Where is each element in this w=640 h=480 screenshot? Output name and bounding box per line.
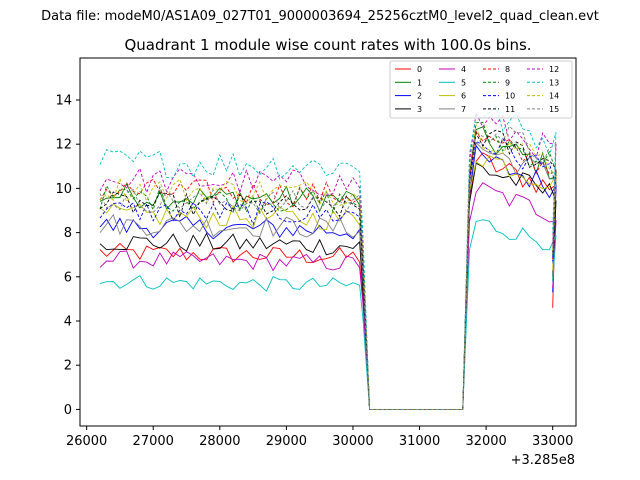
y-tick-label: 6 <box>64 270 72 285</box>
x-tick-label: 27000 <box>133 434 174 449</box>
y-tick-label: 14 <box>55 93 72 108</box>
chart-title: Quadrant 1 module wise count rates with … <box>124 36 531 54</box>
y-tick-label: 2 <box>64 359 72 374</box>
series-layer <box>99 105 557 410</box>
plot-frame <box>79 57 577 427</box>
series-line-4 <box>99 182 557 410</box>
series-line-3 <box>99 162 557 410</box>
x-tick-label: 30000 <box>332 434 373 449</box>
series-line-7 <box>99 141 557 410</box>
series-line-1 <box>99 126 557 410</box>
x-tick-label: 32000 <box>465 434 506 449</box>
legend-label-6: 6 <box>461 92 466 101</box>
figure-suptitle: Data file: modeM0/AS1A09_027T01_90000036… <box>41 9 599 24</box>
y-tick-label: 10 <box>55 182 72 197</box>
series-line-10 <box>99 137 557 410</box>
legend-label-8: 8 <box>505 65 510 74</box>
series-line-9 <box>99 121 557 410</box>
x-tick-label: 31000 <box>399 434 440 449</box>
y-tick-label: 0 <box>64 403 72 418</box>
series-line-15 <box>99 125 557 410</box>
legend-label-5: 5 <box>461 78 466 87</box>
legend-label-15: 15 <box>549 105 559 114</box>
legend-label-11: 11 <box>505 105 515 114</box>
legend-label-14: 14 <box>549 92 559 101</box>
legend-frame <box>389 60 573 119</box>
legend-label-12: 12 <box>549 65 559 74</box>
series-line-13 <box>99 105 557 410</box>
y-tick-label: 4 <box>64 315 72 330</box>
series-line-0 <box>99 152 557 410</box>
legend-label-1: 1 <box>417 78 422 87</box>
legend-label-4: 4 <box>461 65 466 74</box>
series-line-5 <box>99 219 557 410</box>
y-tick-label: 8 <box>64 226 72 241</box>
legend-label-9: 9 <box>505 78 510 87</box>
x-tick-label: 28000 <box>199 434 240 449</box>
y-axis: 0 2 4 6 8 10 12 14 <box>55 93 80 418</box>
y-tick-label: 12 <box>55 138 72 153</box>
series-line-14 <box>99 124 557 410</box>
series-line-8 <box>99 130 557 410</box>
x-tick-label: 29000 <box>266 434 307 449</box>
x-axis: 26000 27000 28000 29000 30000 31000 32000 33000 <box>66 426 573 449</box>
legend-label-2: 2 <box>417 92 422 101</box>
legend-label-7: 7 <box>461 105 466 114</box>
legend-label-10: 10 <box>505 92 515 101</box>
series-line-6 <box>99 155 557 410</box>
x-tick-label: 33000 <box>532 434 573 449</box>
x-tick-label: 26000 <box>66 434 107 449</box>
legend-label-0: 0 <box>417 65 422 74</box>
x-offset-label: +3.285e8 <box>511 453 575 468</box>
legend-label-13: 13 <box>549 78 559 87</box>
legend-label-3: 3 <box>417 105 422 114</box>
series-line-11 <box>99 129 557 410</box>
